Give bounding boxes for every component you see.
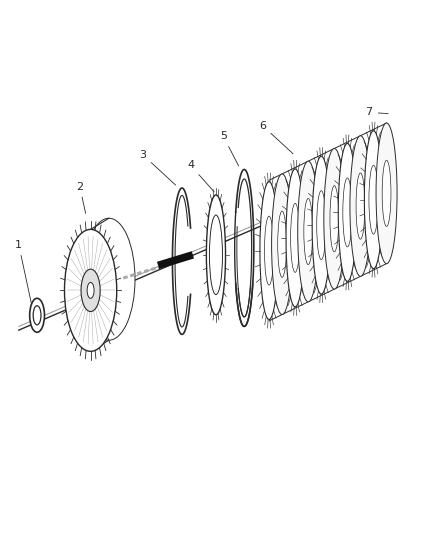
Text: 6: 6 (259, 120, 293, 154)
Ellipse shape (83, 218, 135, 340)
Ellipse shape (265, 216, 274, 285)
Text: 5: 5 (220, 131, 239, 166)
Ellipse shape (87, 282, 94, 298)
Ellipse shape (33, 306, 41, 325)
Ellipse shape (81, 269, 100, 312)
Text: 4: 4 (187, 160, 214, 192)
Ellipse shape (350, 136, 371, 277)
Text: 2: 2 (76, 182, 86, 213)
Text: 1: 1 (15, 240, 31, 303)
Ellipse shape (343, 178, 352, 247)
Ellipse shape (317, 191, 326, 260)
Ellipse shape (278, 211, 286, 277)
Ellipse shape (260, 182, 278, 319)
Ellipse shape (364, 131, 383, 269)
Ellipse shape (290, 204, 300, 272)
Ellipse shape (338, 143, 357, 281)
Ellipse shape (64, 229, 117, 351)
Ellipse shape (272, 174, 293, 314)
Ellipse shape (30, 298, 45, 332)
Ellipse shape (324, 149, 345, 289)
Ellipse shape (206, 195, 226, 315)
Ellipse shape (382, 160, 391, 227)
Ellipse shape (298, 161, 319, 302)
Ellipse shape (286, 169, 304, 307)
Text: 3: 3 (139, 150, 176, 185)
Ellipse shape (330, 185, 339, 252)
Ellipse shape (312, 156, 330, 294)
Text: 7: 7 (366, 107, 388, 117)
Ellipse shape (376, 123, 397, 264)
Ellipse shape (356, 173, 365, 239)
Ellipse shape (369, 165, 378, 234)
Ellipse shape (209, 215, 223, 295)
Ellipse shape (304, 198, 313, 264)
